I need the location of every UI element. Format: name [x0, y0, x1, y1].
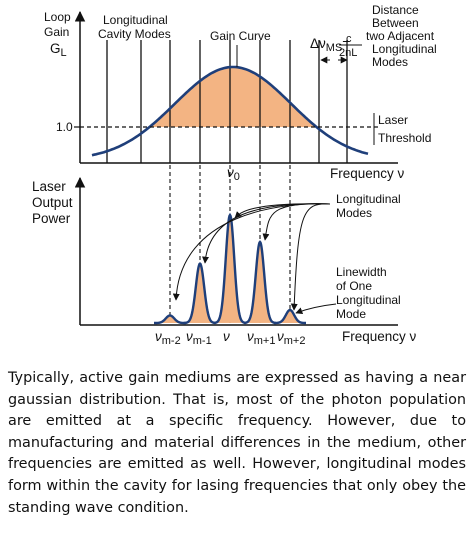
laser-mode-diagram: Loop Gain GL Longitudinal Cavity Modes G… [32, 3, 440, 347]
gain-panel: Loop Gain GL Longitudinal Cavity Modes G… [44, 3, 440, 183]
gain-y-label: Loop Gain GL [44, 10, 74, 59]
center-frequency-label: ν0 [227, 165, 240, 183]
mode-peak-fill [274, 310, 306, 323]
gain-above-threshold-fill [140, 67, 326, 127]
cavity-modes-label: Longitudinal Cavity Modes [98, 13, 171, 41]
svg-text:c: c [346, 33, 352, 45]
svg-text:2nL: 2nL [339, 47, 357, 59]
linewidth-label: Linewidth of One Longitudinal Mode [336, 265, 404, 321]
mode-peak-fill [214, 215, 246, 323]
output-modes-label: Longitudinal Modes [336, 192, 404, 220]
gain-curve-label: Gain Curve [210, 29, 271, 43]
gain-curve [91, 65, 369, 157]
mode-tick-label: νm+2 [277, 329, 305, 347]
mode-tick-label: ν [223, 329, 230, 344]
mode-pointer [290, 203, 331, 311]
mode-tick-label: νm+1 [247, 329, 275, 347]
mode-peak-curve [214, 212, 246, 325]
mode-spacing-label: Distance Between two Adjacent Longitudin… [366, 3, 440, 69]
mode-spacing-formula: ΔνMS= c 2nL [310, 33, 362, 59]
mode-peak-fill [184, 263, 216, 323]
mode-peak-curve [154, 314, 186, 325]
mode-pointer [202, 203, 331, 264]
mode-peak-curve [274, 308, 306, 325]
output-y-label: Laser Output Power [32, 179, 76, 226]
threshold-label: Laser Threshold [378, 113, 431, 145]
mode-tick-label: νm-2 [155, 329, 181, 347]
caption-paragraph: Typically, active gain mediums are expre… [8, 370, 466, 516]
mode-peaks [154, 212, 306, 325]
svg-text:ΔνMS=: ΔνMS= [310, 36, 350, 54]
output-x-label: Frequency ν [342, 329, 417, 344]
mode-tick-label: νm-1 [186, 329, 212, 347]
mode-peak-fill [244, 242, 276, 323]
mode-peak-fill [154, 315, 186, 323]
mode-peak-curve [244, 240, 276, 325]
linewidth-pointer [295, 303, 337, 315]
longitudinal-mode-pointers [172, 203, 331, 311]
mode-peak-curve [183, 262, 217, 325]
gain-x-label: Frequency ν [330, 166, 405, 181]
mode-pointer [262, 203, 331, 241]
output-panel: Laser Output Power Longitudinal Modes Li… [32, 165, 417, 347]
mode-tick-labels: νm-2 νm-1 ν νm+1 νm+2 [155, 329, 305, 347]
threshold-tick-label: 1.0 [56, 120, 73, 134]
